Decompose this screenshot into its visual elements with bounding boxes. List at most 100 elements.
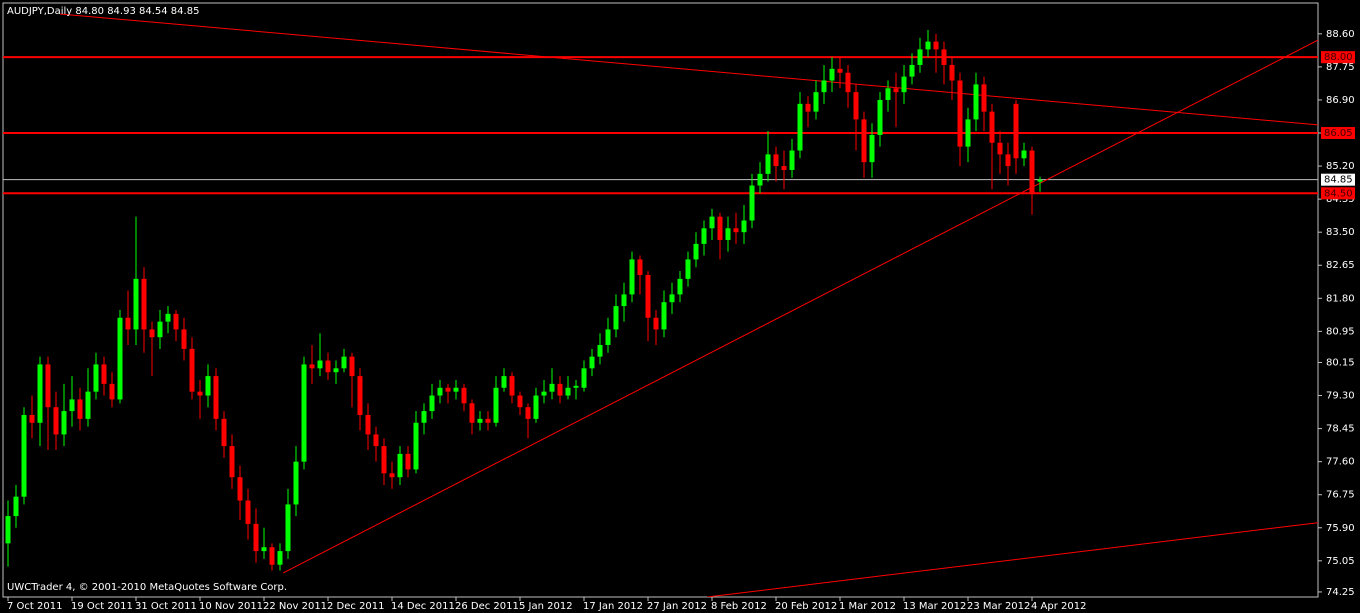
y-tick-label: 75.05 bbox=[1326, 556, 1355, 567]
level-label-box bbox=[1321, 51, 1355, 64]
candle-body bbox=[485, 418, 491, 423]
candle-body bbox=[173, 313, 179, 330]
candle-body bbox=[1029, 150, 1035, 194]
candle-body bbox=[157, 321, 163, 338]
chart-title: AUDJPY,Daily 84.80 84.93 84.54 84.85 bbox=[7, 6, 199, 17]
y-tick-label: 81.80 bbox=[1326, 293, 1355, 304]
candle-body bbox=[629, 259, 635, 295]
candle-body bbox=[789, 150, 795, 170]
candle-body bbox=[357, 376, 363, 415]
candle-body bbox=[477, 418, 483, 423]
candle-body bbox=[1021, 150, 1027, 159]
y-tick-label: 74.25 bbox=[1326, 587, 1355, 598]
candle-body bbox=[421, 411, 427, 423]
candle-body bbox=[541, 391, 547, 396]
candle-body bbox=[525, 407, 531, 419]
candle-body bbox=[349, 356, 355, 377]
candle-body bbox=[213, 376, 219, 419]
candle-body bbox=[429, 395, 435, 412]
candle-body bbox=[397, 453, 403, 478]
plot-frame bbox=[2, 2, 1319, 598]
candle-body bbox=[53, 407, 59, 435]
candle-body bbox=[605, 329, 611, 345]
x-tick-label: 26 Dec 2011 bbox=[455, 601, 519, 612]
candle-body bbox=[325, 360, 331, 373]
candle-body bbox=[381, 446, 387, 474]
candle-body bbox=[405, 453, 411, 470]
candle-body bbox=[805, 103, 811, 112]
candle-body bbox=[229, 446, 235, 478]
candle-body bbox=[93, 364, 99, 392]
candle-body bbox=[997, 142, 1003, 155]
candle-body bbox=[693, 243, 699, 260]
candle-body bbox=[117, 317, 123, 400]
candle-body bbox=[245, 500, 251, 524]
candle-body bbox=[533, 395, 539, 419]
candle-body bbox=[181, 329, 187, 349]
candle-body bbox=[549, 383, 555, 392]
y-tick-label: 88.60 bbox=[1326, 29, 1355, 40]
y-tick-label: 76.75 bbox=[1326, 490, 1355, 501]
candle-body bbox=[141, 278, 147, 330]
candle-body bbox=[565, 387, 571, 396]
candle-body bbox=[85, 391, 91, 419]
candle-body bbox=[749, 185, 755, 221]
candle-body bbox=[941, 49, 947, 65]
candle-body bbox=[949, 64, 955, 81]
candle-body bbox=[37, 364, 43, 423]
x-tick-label: 23 Mar 2012 bbox=[967, 601, 1030, 612]
candle-body bbox=[621, 294, 627, 307]
plot-area bbox=[3, 13, 1318, 597]
x-tick-label: 22 Nov 2011 bbox=[263, 601, 327, 612]
y-tick-label: 84.35 bbox=[1326, 194, 1355, 205]
candle-body bbox=[597, 344, 603, 357]
x-tick-label: 8 Feb 2012 bbox=[711, 601, 767, 612]
candle-body bbox=[613, 306, 619, 330]
candle-body bbox=[437, 387, 443, 396]
candle-body bbox=[965, 119, 971, 147]
candle-body bbox=[861, 119, 867, 163]
candle-body bbox=[725, 228, 731, 240]
x-tick-label: 10 Nov 2011 bbox=[199, 601, 263, 612]
x-tick-label: 17 Jan 2012 bbox=[583, 601, 643, 612]
candle-body bbox=[389, 473, 395, 478]
candle-body bbox=[661, 302, 667, 330]
candle-body bbox=[197, 391, 203, 396]
x-tick-label: 4 Apr 2012 bbox=[1031, 601, 1086, 612]
candle-body bbox=[237, 477, 243, 501]
candle-body bbox=[669, 294, 675, 303]
candle-body bbox=[493, 387, 499, 423]
candle-body bbox=[501, 376, 507, 388]
candle-body bbox=[685, 259, 691, 279]
y-tick-label: 87.75 bbox=[1326, 62, 1355, 73]
candle-body bbox=[517, 395, 523, 408]
candle-body bbox=[989, 111, 995, 143]
candle-body bbox=[589, 356, 595, 369]
candle-body bbox=[581, 368, 587, 388]
candle-body bbox=[261, 547, 267, 552]
candle-body bbox=[341, 356, 347, 369]
candle-body bbox=[701, 228, 707, 244]
candle-body bbox=[165, 313, 171, 322]
candle-body bbox=[413, 422, 419, 470]
candle-body bbox=[813, 92, 819, 112]
level-label-box bbox=[1321, 187, 1355, 200]
candle-body bbox=[45, 364, 51, 408]
trendline bbox=[282, 39, 1318, 574]
candle-body bbox=[773, 154, 779, 167]
candle-body bbox=[269, 547, 275, 565]
candle-body bbox=[509, 376, 515, 396]
candle-body bbox=[845, 72, 851, 93]
candle-body bbox=[837, 68, 843, 73]
y-tick-label: 79.30 bbox=[1326, 391, 1355, 402]
candle-body bbox=[277, 551, 283, 565]
candle-body bbox=[61, 411, 67, 435]
candle-body bbox=[469, 403, 475, 423]
candle-body bbox=[253, 523, 259, 552]
candle-body bbox=[909, 64, 915, 77]
candle-body bbox=[573, 385, 579, 388]
level-label: 88.00 bbox=[1324, 52, 1353, 63]
candle-body bbox=[645, 274, 651, 318]
candle-body bbox=[461, 387, 467, 404]
